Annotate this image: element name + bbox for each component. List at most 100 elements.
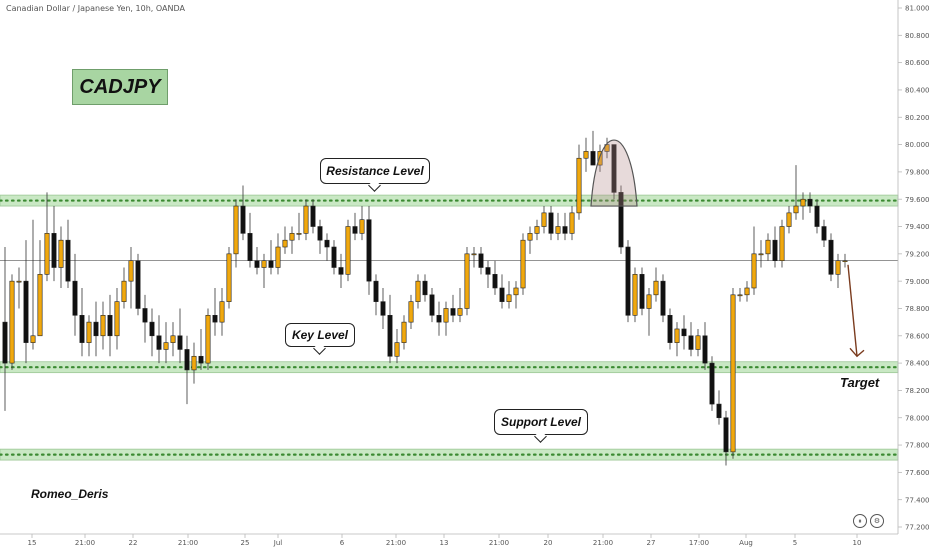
candle-body	[408, 301, 414, 323]
symbol-badge: CADJPY	[72, 69, 168, 105]
candle-body	[415, 280, 421, 302]
candle-body	[513, 287, 519, 296]
candle-body	[555, 226, 561, 234]
candle-body	[121, 280, 127, 302]
candle-body	[569, 212, 575, 234]
candle-body	[296, 233, 302, 235]
price-tick-label: 79.400	[905, 223, 930, 231]
candle-body	[380, 301, 386, 316]
candle-body	[163, 342, 169, 350]
candle	[632, 267, 638, 323]
candle-body	[58, 239, 64, 268]
candle-body	[142, 308, 148, 323]
candle	[513, 281, 519, 309]
top-dome	[590, 139, 638, 207]
candle-body	[485, 267, 491, 275]
candle-body	[436, 315, 442, 323]
candle	[639, 267, 645, 316]
candle-body	[772, 239, 778, 261]
candle	[492, 260, 498, 295]
candle-body	[240, 205, 246, 234]
price-tick-label: 80.200	[905, 114, 930, 122]
candle-body	[72, 280, 78, 316]
price-tick-label: 79.200	[905, 250, 930, 258]
candle-body	[233, 205, 239, 255]
price-tick-label: 77.200	[905, 524, 930, 532]
candle-body	[303, 205, 309, 234]
candle	[814, 199, 820, 234]
time-tick-label: 21:00	[178, 539, 198, 547]
price-tick-label: 78.000	[905, 414, 930, 422]
candle	[723, 410, 729, 466]
candle-body	[212, 315, 218, 323]
candle-body	[611, 144, 617, 193]
candle	[359, 206, 365, 241]
candle	[380, 287, 386, 329]
candle-body	[254, 260, 260, 268]
candle-body	[401, 321, 407, 343]
candle-body	[646, 294, 652, 309]
price-tick-label: 80.000	[905, 141, 930, 149]
candle	[471, 247, 477, 268]
candle	[520, 233, 526, 295]
candle-body	[352, 226, 358, 234]
candle-body	[86, 321, 92, 343]
key-level-callout: Key Level	[285, 323, 355, 347]
candle-body	[191, 355, 197, 371]
candle-body	[604, 144, 610, 152]
candle-body	[261, 260, 267, 268]
candle-body	[520, 239, 526, 289]
time-axis[interactable]: 15 21:00 22 21:00 25 Jul 6 21:00 13 21:00 20 21:00 2…	[0, 533, 898, 547]
candle-body	[30, 335, 36, 343]
candle	[191, 342, 197, 384]
candle	[296, 212, 302, 241]
candle-body	[506, 294, 512, 302]
candle	[667, 308, 673, 350]
candle	[121, 267, 127, 309]
time-tick-label: 13	[440, 539, 449, 547]
support-callout: Support Level	[494, 409, 588, 435]
candle-body	[429, 294, 435, 316]
time-tick-label: 21:00	[593, 539, 613, 547]
candle	[394, 328, 400, 364]
price-tick-label: 79.000	[905, 278, 930, 286]
price-axis[interactable]: 81.000 80.800 80.600 80.400 80.200 80.000 79.8…	[897, 0, 930, 534]
candle	[625, 240, 631, 323]
candle	[282, 226, 288, 254]
candle-body	[345, 226, 351, 275]
candle-body	[359, 219, 365, 234]
candle	[275, 233, 281, 275]
candle	[366, 206, 372, 295]
candle	[373, 274, 379, 316]
candle	[506, 281, 512, 309]
candle	[268, 240, 274, 275]
candle	[709, 356, 715, 411]
candle	[233, 199, 239, 268]
time-tick-label: 21:00	[489, 539, 509, 547]
candle-body	[450, 308, 456, 316]
price-zones	[0, 194, 900, 461]
candle-body	[723, 417, 729, 453]
candle-body	[821, 226, 827, 241]
candle-body	[527, 233, 533, 241]
candle-body	[422, 280, 428, 296]
candle-body	[562, 226, 568, 234]
candle-body	[457, 308, 463, 316]
candle-body	[156, 335, 162, 350]
candle	[702, 322, 708, 370]
chart-header-title: Canadian Dollar / Japanese Yen, 10h, OAN…	[6, 4, 185, 13]
candle	[478, 247, 484, 275]
candle	[541, 206, 547, 234]
candle-body	[226, 253, 232, 302]
candle	[464, 247, 470, 316]
candle-body	[310, 205, 316, 227]
candle-body	[618, 192, 624, 248]
candle-body	[779, 226, 785, 261]
candle	[198, 328, 204, 370]
candle	[737, 287, 743, 302]
candle-body	[835, 260, 841, 275]
candle-body	[317, 226, 323, 241]
candle	[583, 137, 589, 172]
